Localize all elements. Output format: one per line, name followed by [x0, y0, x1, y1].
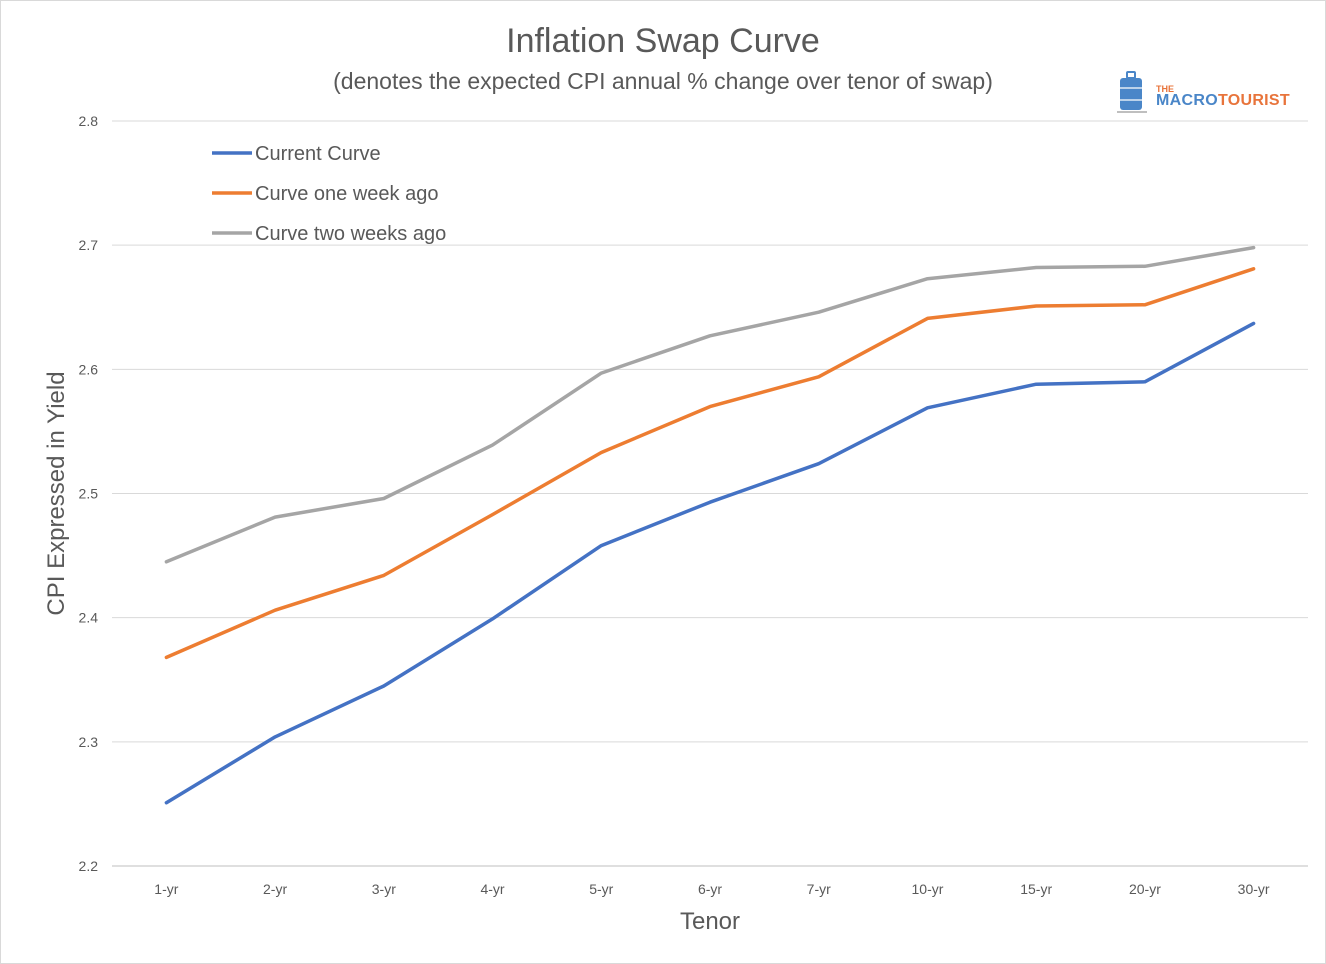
- y-tick-label: 2.4: [79, 610, 99, 626]
- series-line: [164, 245, 1256, 564]
- x-tick-label: 10-yr: [912, 881, 944, 897]
- x-tick-label: 20-yr: [1129, 881, 1161, 897]
- x-tick-label: 3-yr: [372, 881, 396, 897]
- y-tick-label: 2.6: [79, 361, 99, 377]
- x-tick-label: 15-yr: [1020, 881, 1052, 897]
- x-tick-label: 5-yr: [589, 881, 613, 897]
- logo-tourist-text: TOURIST: [1217, 92, 1290, 109]
- x-tick-label: 2-yr: [263, 881, 287, 897]
- x-axis-title: Tenor: [680, 908, 740, 935]
- logo-wordmark: MACROTOURIST: [1156, 92, 1290, 110]
- suitcase-icon: [1117, 71, 1147, 113]
- legend-label: Curve two weeks ago: [255, 223, 446, 245]
- x-axis-ticks: 1-yr 2-yr 3-yr 4-yr 5-yr 6-yr 7-yr 10-yr 15-yr 20…: [154, 881, 1270, 897]
- y-axis-title: CPI Expressed in Yield: [43, 371, 70, 615]
- x-tick-label: 6-yr: [698, 881, 722, 897]
- logo-macro-text: MACRO: [1156, 92, 1218, 109]
- series-line: [164, 267, 1256, 660]
- series-lines: [164, 245, 1256, 805]
- y-tick-label: 2.8: [79, 113, 99, 129]
- x-tick-label: 4-yr: [480, 881, 504, 897]
- y-tick-label: 2.7: [79, 237, 99, 253]
- chart-subtitle: (denotes the expected CPI annual % chang…: [333, 68, 993, 94]
- legend-label: Curve one week ago: [255, 183, 438, 205]
- logo-the-text: THE: [1156, 84, 1174, 94]
- x-tick-label: 7-yr: [807, 881, 831, 897]
- y-tick-label: 2.5: [79, 486, 99, 502]
- series-line: [164, 321, 1256, 805]
- gridlines: [112, 120, 1308, 867]
- y-tick-label: 2.2: [79, 858, 99, 874]
- chart-title: Inflation Swap Curve: [506, 22, 820, 60]
- x-tick-label: 1-yr: [154, 881, 178, 897]
- legend: Current Curve Curve one week ago Curve two…: [212, 143, 446, 245]
- y-axis-ticks: 2.2 2.3 2.4 2.5 2.6 2.7 2.8: [79, 113, 99, 874]
- x-tick-label: 30-yr: [1238, 881, 1270, 897]
- y-tick-label: 2.3: [79, 734, 99, 750]
- legend-label: Current Curve: [255, 143, 381, 165]
- macrotourist-logo: THE MACROTOURIST: [1114, 70, 1314, 116]
